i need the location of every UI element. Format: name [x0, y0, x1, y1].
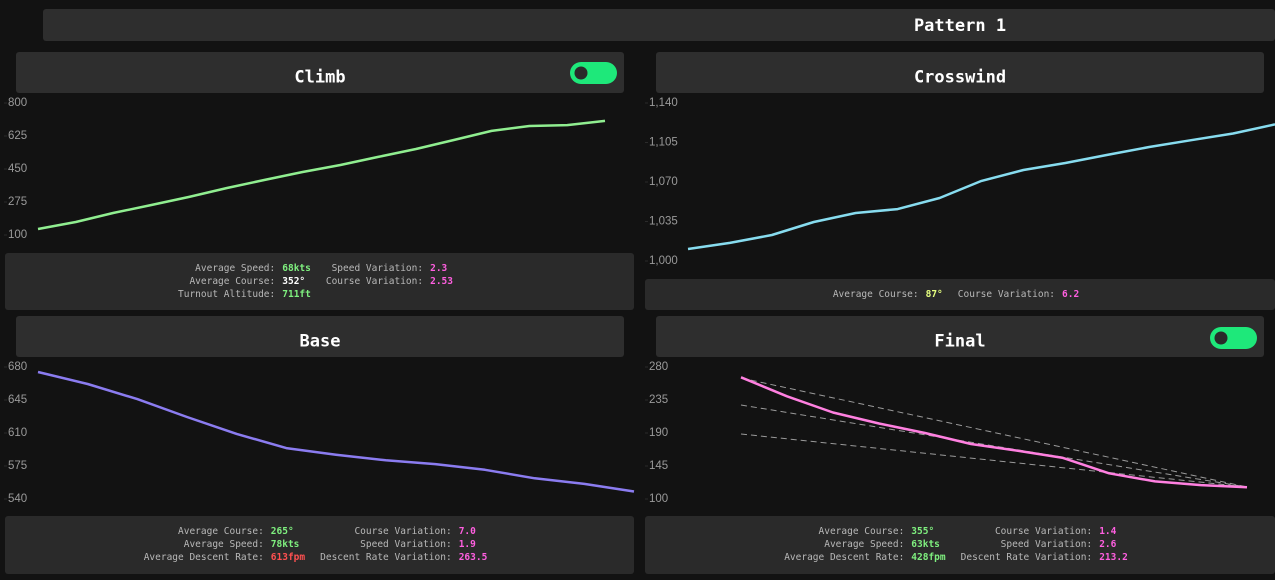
y-tick-label: 1,035 — [649, 216, 678, 228]
stats-panel: Average Course: 87° Course Variation: 6.2 — [645, 279, 1275, 310]
stat-label: Course Variation: — [354, 526, 452, 537]
stats-panel: Average Course: 355° Course Variation: 1.4 A… — [645, 516, 1275, 574]
y-tick-label: 450 — [8, 163, 27, 175]
stat-label — [326, 289, 423, 301]
title-bar — [16, 316, 624, 357]
stat-value: 428fpm — [911, 552, 946, 563]
stat-label: Course Variation: — [957, 288, 1056, 300]
stat-value: 6.2 — [1062, 288, 1080, 300]
y-tick-label: 235 — [649, 394, 668, 406]
stat-label: Average Course: — [189, 275, 276, 287]
stats-panel: Average Speed: 68kts Speed Variation: 2.3 Av… — [5, 253, 634, 310]
stat-label: Average Descent Rate: — [143, 552, 264, 563]
stat-value: 613fpm — [270, 552, 306, 563]
y-tick-label: 190 — [649, 427, 668, 439]
stat-label: Course Variation: — [325, 275, 424, 287]
chart-title: Crosswind — [914, 68, 1006, 88]
y-tick-label: 275 — [8, 196, 27, 208]
stat-label: Speed Variation: — [331, 262, 424, 274]
y-tick-label: 645 — [8, 394, 27, 406]
data-line — [37, 119, 606, 231]
stat-value: 2.3 — [430, 262, 448, 274]
chart-title: Base — [300, 332, 341, 352]
stat-label: Speed Variation: — [1000, 539, 1093, 550]
y-tick-label: 280 — [649, 361, 668, 373]
stats-grid: Average Course: 87° Course Variation: 6.2 — [833, 289, 1087, 301]
stats-grid: Average Course: 265° Course Variation: 7.0 A… — [144, 526, 496, 564]
stat-value: 711ft — [282, 288, 311, 300]
stat-value — [430, 289, 461, 301]
data-line — [37, 370, 635, 493]
stat-label: Average Descent Rate: — [784, 552, 905, 563]
stat-label: Average Speed: — [824, 539, 905, 550]
y-tick-label: 625 — [8, 130, 27, 142]
toggle[interactable] — [570, 62, 617, 84]
data-line — [740, 376, 1248, 489]
chart-title: Climb — [294, 68, 345, 88]
y-tick-label: 145 — [649, 460, 668, 472]
stat-label: Turnout Altitude: — [178, 288, 276, 300]
y-tick-label: 1,000 — [649, 255, 678, 267]
title-bar — [656, 316, 1264, 357]
stat-value: 63kts — [911, 539, 940, 550]
toggle[interactable] — [1210, 327, 1257, 349]
stats-panel: Average Course: 265° Course Variation: 7.0 A… — [5, 516, 634, 574]
stat-value: 263.5 — [458, 552, 488, 563]
stats-grid: Average Speed: 68kts Speed Variation: 2.3 Av… — [178, 263, 461, 301]
stat-label: Descent Rate Variation: — [960, 552, 1093, 563]
stat-value: 78kts — [270, 539, 300, 550]
y-tick-label: 540 — [8, 493, 27, 505]
stat-value: 1.9 — [458, 539, 476, 550]
y-tick-label: 100 — [649, 493, 668, 505]
chart-title: Final — [934, 332, 985, 352]
y-tick-label: 575 — [8, 460, 27, 472]
stat-value: 213.2 — [1099, 552, 1128, 563]
stat-label: Average Speed: — [183, 539, 264, 550]
stat-label: Average Course: — [832, 288, 919, 300]
stat-value: 7.0 — [458, 526, 476, 537]
stat-value: 352° — [282, 275, 306, 287]
stat-value: 355° — [911, 526, 935, 537]
stat-value: 68kts — [282, 262, 311, 274]
title-bar — [16, 52, 624, 93]
stat-label: Descent Rate Variation: — [320, 552, 452, 563]
y-tick-label: 680 — [8, 361, 27, 373]
y-tick-label: 1,105 — [649, 137, 678, 149]
y-tick-label: 1,140 — [649, 97, 678, 109]
stats-grid: Average Course: 355° Course Variation: 1.4 A… — [784, 526, 1136, 564]
stat-label: Average Course: — [818, 526, 905, 537]
stat-label: Average Course: — [178, 526, 264, 537]
stat-value: 2.6 — [1099, 539, 1117, 550]
y-tick-label: 800 — [8, 97, 27, 109]
guide-lines — [740, 377, 1248, 488]
stat-label: Course Variation: — [994, 526, 1093, 537]
y-tick-label: 1,070 — [649, 176, 678, 188]
stat-label: Speed Variation: — [360, 539, 452, 550]
stat-value: 2.53 — [430, 275, 453, 287]
data-line — [687, 123, 1275, 251]
header-bar — [43, 9, 1275, 41]
stat-value: 265° — [270, 526, 294, 537]
stat-label: Average Speed: — [195, 262, 276, 274]
y-tick-label: 610 — [8, 427, 27, 439]
title-bar — [656, 52, 1264, 93]
page-title: Pattern 1 — [914, 16, 1006, 36]
stat-value: 1.4 — [1099, 526, 1117, 537]
y-tick-label: 100 — [8, 229, 27, 241]
stat-value: 87° — [925, 288, 943, 300]
